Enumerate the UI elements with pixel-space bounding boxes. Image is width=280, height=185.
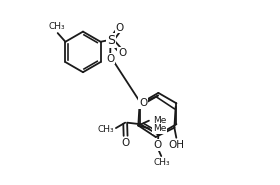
Text: Me: Me [153,116,166,125]
Text: O: O [139,98,147,108]
Text: CH₃: CH₃ [48,22,65,31]
Text: S: S [107,34,115,47]
Text: O: O [118,48,127,58]
Text: O: O [153,140,162,150]
Text: O: O [122,138,130,148]
Text: CH₃: CH₃ [153,158,170,167]
Text: O: O [106,54,114,64]
Text: CH₃: CH₃ [97,125,114,134]
Text: Me: Me [153,125,166,134]
Text: OH: OH [169,140,185,150]
Text: O: O [116,23,124,33]
